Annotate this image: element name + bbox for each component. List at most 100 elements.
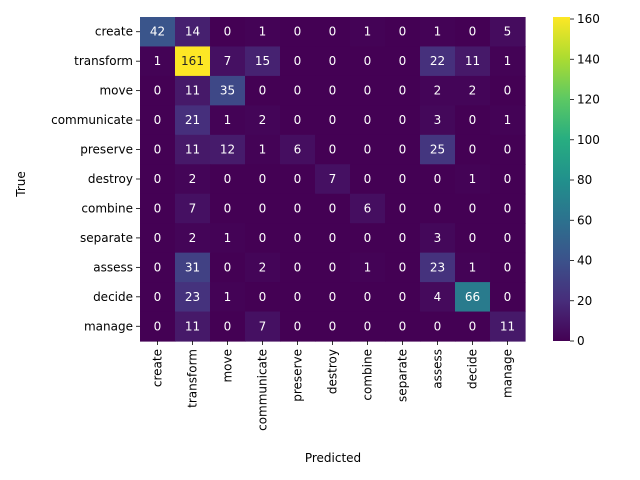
cell-value-label: 0	[434, 172, 442, 186]
heatmap-cell	[455, 164, 491, 195]
heatmap-cell	[455, 105, 491, 136]
x-tick-label: communicate	[256, 349, 270, 431]
heatmap-cell	[385, 46, 421, 77]
cell-value-label: 0	[364, 231, 372, 245]
heatmap-cell	[350, 311, 386, 342]
heatmap-cell	[210, 105, 246, 136]
heatmap-cell	[210, 134, 246, 165]
cell-value-label: 0	[504, 290, 512, 304]
cell-value-label: 11	[185, 84, 200, 98]
heatmap-cell	[140, 75, 176, 106]
cell-value-label: 0	[399, 25, 407, 39]
heatmap-cell	[280, 282, 316, 313]
heatmap-cell	[315, 134, 351, 165]
heatmap-cell	[455, 75, 491, 106]
cell-value-label: 15	[255, 54, 270, 68]
cell-value-label: 0	[469, 25, 477, 39]
cell-value-label: 0	[329, 290, 337, 304]
cell-value-label: 0	[364, 113, 372, 127]
heatmap-cell	[245, 282, 281, 313]
y-tick-label: communicate	[51, 113, 133, 127]
heatmap-cell	[140, 223, 176, 254]
cell-value-label: 0	[399, 54, 407, 68]
heatmap-cell	[210, 75, 246, 106]
cell-value-label: 1	[224, 113, 232, 127]
heatmap-cell	[455, 252, 491, 283]
colorbar-tick-label: 20	[577, 294, 592, 308]
heatmap-cell	[490, 223, 526, 254]
cell-value-labels: 42 14 0 1 0 0 1 0 1 0 51 161 7 15 0 0 0 0 22 11 10 11 35 0 0 0 0 0 2…	[150, 25, 515, 334]
cell-value-label: 0	[399, 290, 407, 304]
cell-value-label: 0	[294, 231, 302, 245]
heatmap-cell	[175, 193, 211, 224]
heatmap-cell	[175, 311, 211, 342]
cell-value-label: 0	[224, 172, 232, 186]
cell-value-label: 14	[185, 25, 200, 39]
cell-value-label: 7	[329, 172, 337, 186]
heatmap-cell	[280, 134, 316, 165]
heatmap-cell	[420, 164, 456, 195]
heatmap-cell	[140, 134, 176, 165]
y-tick-label: preserve	[80, 143, 133, 157]
cell-value-label: 12	[220, 143, 235, 157]
cell-value-label: 23	[185, 290, 200, 304]
cell-value-label: 1	[259, 143, 267, 157]
cell-value-label: 0	[154, 143, 162, 157]
cell-value-label: 0	[259, 290, 267, 304]
colorbar-tick-label: 140	[577, 52, 600, 66]
cell-value-label: 0	[364, 54, 372, 68]
heatmap-cell	[385, 282, 421, 313]
colorbar-tick-label: 60	[577, 213, 592, 227]
heatmap-cell	[245, 311, 281, 342]
heatmap-cell	[420, 223, 456, 254]
cell-value-label: 0	[154, 290, 162, 304]
heatmap-cell	[175, 134, 211, 165]
cell-value-label: 0	[259, 231, 267, 245]
heatmap-cell	[245, 105, 281, 136]
cell-value-label: 1	[224, 290, 232, 304]
heatmap-cell	[315, 46, 351, 77]
heatmap-cell	[280, 75, 316, 106]
heatmap-cell	[350, 46, 386, 77]
cell-value-label: 0	[504, 260, 512, 274]
heatmap-cell	[350, 105, 386, 136]
heatmap-cell	[175, 223, 211, 254]
x-tick-label: manage	[501, 349, 515, 398]
cell-value-label: 0	[294, 113, 302, 127]
cell-value-label: 0	[224, 201, 232, 215]
heatmap-cell	[455, 17, 491, 48]
cell-value-label: 0	[154, 113, 162, 127]
cell-value-label: 0	[154, 231, 162, 245]
y-axis-label: True	[14, 171, 28, 198]
heatmap-cell	[315, 105, 351, 136]
y-tick-label: transform	[74, 54, 133, 68]
heatmap-cell	[350, 134, 386, 165]
cell-value-label: 0	[399, 319, 407, 333]
cell-value-label: 0	[329, 260, 337, 274]
cell-value-label: 2	[434, 84, 442, 98]
heatmap-cell	[350, 223, 386, 254]
heatmap-cell	[175, 252, 211, 283]
heatmap-cell	[490, 17, 526, 48]
cell-value-label: 1	[259, 25, 267, 39]
cell-value-label: 1	[224, 231, 232, 245]
cell-value-label: 0	[294, 201, 302, 215]
colorbar-tick-label: 100	[577, 133, 600, 147]
cell-value-label: 2	[189, 231, 197, 245]
cell-value-label: 0	[224, 319, 232, 333]
heatmap-cell	[490, 75, 526, 106]
heatmap-cell	[420, 282, 456, 313]
heatmap-cell	[140, 105, 176, 136]
heatmap-cell	[280, 311, 316, 342]
x-tick-label: transform	[186, 349, 200, 408]
cell-value-label: 0	[399, 143, 407, 157]
cell-value-label: 0	[294, 172, 302, 186]
cell-value-label: 0	[504, 201, 512, 215]
y-tick-label: create	[95, 25, 133, 39]
cell-value-label: 0	[329, 319, 337, 333]
heatmap-cell	[420, 311, 456, 342]
x-tick-label: combine	[361, 349, 375, 401]
cell-value-label: 0	[329, 54, 337, 68]
cell-value-label: 11	[500, 319, 515, 333]
cell-value-label: 0	[224, 25, 232, 39]
